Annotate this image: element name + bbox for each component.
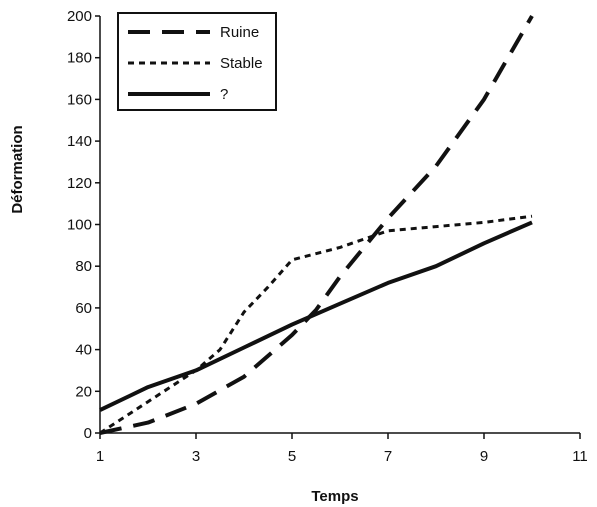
y-tick-label: 200 [67,8,92,25]
x-axis-title: Temps [311,488,358,505]
y-tick-label: 40 [75,342,92,359]
x-tick-label: 7 [384,448,392,465]
y-tick-label: 120 [67,175,92,192]
y-tick-label: 0 [84,425,92,442]
x-tick-label: 5 [288,448,296,465]
y-tick-label: 20 [75,383,92,400]
y-tick-label: 60 [75,300,92,317]
ticks-layer: 0 20 40 60 80 100 120 140 160 180 200 1 3 5 7 9 11 [67,8,588,465]
y-tick-label: 180 [67,50,92,67]
x-tick-label: 9 [480,448,488,465]
legend-entry: Stable [220,55,263,72]
series-line-2 [99,214,533,435]
y-tick-label: 100 [67,217,92,234]
y-tick-label: 160 [67,91,92,108]
y-axis-title: Déformation [9,125,26,213]
legend: Ruine Stable? [117,12,277,111]
legend-entry: ? [220,86,228,103]
y-tick-label: 140 [67,133,92,150]
legend-entry: Ruine [220,24,259,41]
y-tick-label: 80 [75,258,92,275]
x-tick-label: 1 [96,448,104,465]
x-tick-label: 3 [192,448,200,465]
x-tick-label: 11 [572,448,588,465]
series-line-3 [99,220,533,412]
